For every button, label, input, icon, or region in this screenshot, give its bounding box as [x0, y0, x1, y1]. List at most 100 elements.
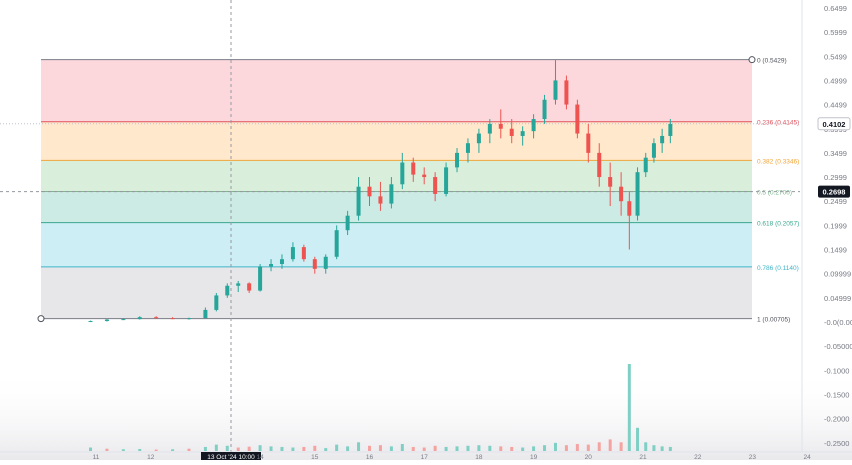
- candle-body: [520, 131, 525, 136]
- price-axis-tick: 0.4499: [824, 101, 847, 110]
- fib-anchor-handle: [748, 56, 756, 64]
- price-axis-tick: -0.05000: [824, 342, 852, 351]
- candle-body: [186, 318, 191, 320]
- candle-body: [455, 152, 460, 168]
- candle-body: [356, 186, 361, 216]
- price-axis-tick: 0.6499: [824, 4, 847, 13]
- volume-bar: [171, 449, 175, 451]
- volume-bar: [597, 442, 601, 451]
- time-axis-tick: 21: [639, 454, 647, 460]
- volume-bar: [389, 446, 393, 451]
- fib-level-label: 0.236 (0.4145): [757, 120, 799, 127]
- price-axis-tick: 0.1999: [824, 221, 847, 230]
- volume-bar: [510, 446, 514, 451]
- candle-body: [643, 157, 648, 173]
- candle-body: [608, 177, 613, 187]
- volume-bar: [236, 447, 240, 451]
- candle-body: [258, 266, 263, 291]
- volume-bar: [532, 446, 536, 451]
- volume-bar: [608, 439, 612, 451]
- volume-bar: [291, 447, 295, 451]
- fib-zone: [41, 59, 752, 122]
- candle-body: [465, 143, 470, 153]
- candle-body: [509, 128, 514, 136]
- candle-body: [279, 259, 284, 265]
- volume-bar: [586, 444, 590, 451]
- candle-body: [389, 184, 394, 204]
- price-axis-tick: -0.1000: [824, 366, 849, 375]
- candle-body: [312, 259, 317, 269]
- fib-anchor-handle: [37, 315, 45, 323]
- volume-bar: [247, 446, 251, 451]
- volume-bar: [444, 446, 448, 451]
- candle-body: [269, 264, 274, 267]
- volume-bar: [214, 444, 218, 451]
- volume-bar: [543, 445, 547, 451]
- volume-bar: [488, 445, 492, 451]
- candle-body: [225, 285, 230, 296]
- candle-body: [531, 119, 536, 132]
- candle-body: [498, 123, 503, 129]
- time-axis-tick: 18: [475, 454, 483, 460]
- time-axis-tick: 23: [749, 454, 757, 460]
- volume-bar: [455, 446, 459, 451]
- fib-level-label: 1 (0.00705): [757, 317, 790, 324]
- candle-body: [411, 162, 416, 175]
- volume-bar: [636, 427, 640, 451]
- price-axis-tick: -0.1500: [824, 390, 849, 399]
- price-axis-tick: 0.2499: [824, 197, 847, 206]
- time-axis-tick: 16: [366, 454, 374, 460]
- price-badge-box: [817, 117, 851, 131]
- volume-bar: [378, 445, 382, 451]
- volume-bar: [422, 447, 426, 451]
- candle-body: [487, 123, 492, 134]
- time-axis-tick: 11: [93, 454, 100, 460]
- price-axis-tick: -0.2500: [824, 439, 849, 448]
- bottom-fade: [0, 370, 852, 460]
- price-axis-tick: 0.1499: [824, 246, 847, 255]
- volume-bar: [652, 445, 656, 451]
- candle-body: [597, 152, 602, 178]
- time-axis-tick: 15: [311, 454, 319, 460]
- time-axis-tick: 13 Oct '24 10:00: [207, 454, 255, 460]
- volume-bar: [121, 449, 125, 451]
- candle-body: [542, 99, 547, 120]
- candle-body: [400, 162, 405, 185]
- candle-body: [651, 143, 656, 158]
- volume-bar: [564, 445, 568, 451]
- candle-body: [668, 123, 673, 136]
- volume-bar: [138, 448, 142, 451]
- fib-level-label: 0.618 (0.2057): [757, 221, 799, 228]
- volume-bar: [225, 445, 229, 451]
- volume-bar: [313, 445, 317, 451]
- volume-bar: [400, 444, 404, 451]
- time-axis-tick: 24: [803, 454, 811, 460]
- price-axis-tick: 0.3499: [824, 149, 847, 158]
- volume-bar: [89, 447, 93, 451]
- volume-bar: [258, 445, 262, 451]
- candle-body: [627, 201, 632, 216]
- price-axis-tick: 0.04999: [824, 294, 851, 303]
- time-axis-tick: 17: [421, 454, 429, 460]
- fib-level-label: 0.786 (0.1140): [757, 265, 799, 272]
- time-axis-tick: 22: [694, 454, 702, 460]
- candle-body: [422, 174, 427, 178]
- volume-bar: [302, 446, 306, 451]
- candle-body: [104, 319, 109, 322]
- volume-bar: [105, 448, 109, 451]
- time-axis-tick: 20: [585, 454, 593, 460]
- volume-bar: [644, 442, 648, 451]
- price-axis-tick: -0.0(0.0016): [824, 318, 852, 327]
- volume-bar: [466, 445, 470, 451]
- candle-body: [301, 247, 306, 260]
- price-axis-tick: 0.5999: [824, 28, 847, 37]
- fib-zone: [41, 266, 752, 319]
- volume-bar: [627, 364, 631, 451]
- candle-body: [635, 172, 640, 216]
- price-badge: 0.2698: [823, 188, 846, 197]
- fib-zone: [41, 222, 752, 267]
- candle-body: [121, 319, 126, 321]
- candle-body: [660, 135, 665, 144]
